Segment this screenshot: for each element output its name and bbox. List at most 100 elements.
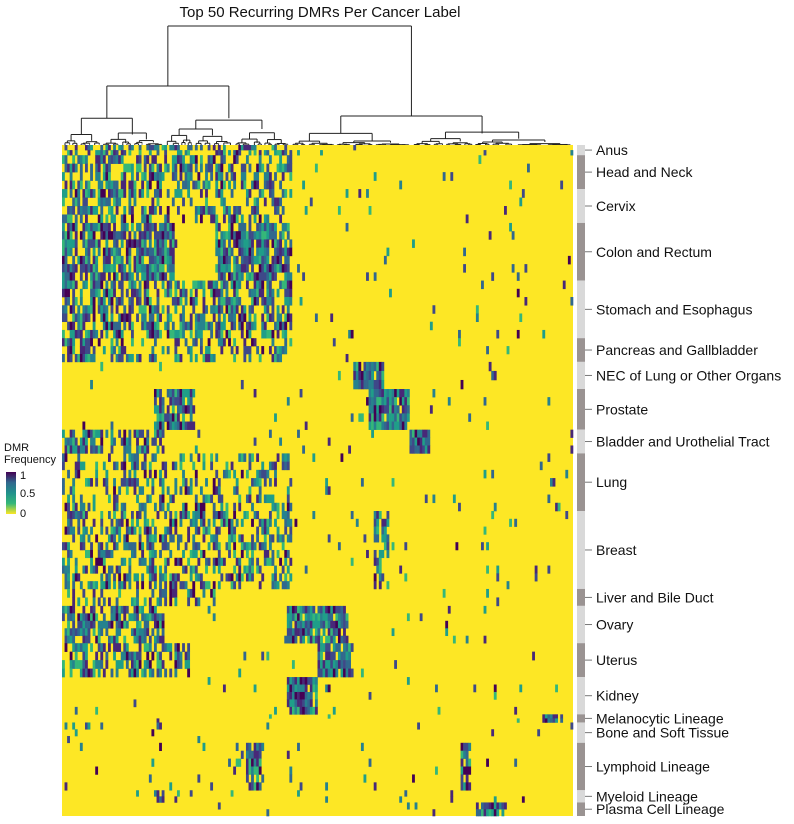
heatmap-cell bbox=[281, 511, 285, 520]
heatmap-cell bbox=[82, 421, 86, 430]
heatmap-cell bbox=[363, 379, 367, 390]
heatmap-cell bbox=[394, 397, 397, 406]
heatmap-cell bbox=[274, 264, 277, 273]
heatmap-cell bbox=[327, 605, 331, 614]
heatmap-cell bbox=[151, 573, 155, 582]
heatmap-cell bbox=[182, 549, 185, 559]
heatmap-cell bbox=[248, 272, 252, 281]
heatmap-cell bbox=[174, 239, 178, 248]
heatmap-cell bbox=[289, 239, 293, 248]
heatmap-cell bbox=[97, 247, 101, 257]
heatmap-cell bbox=[337, 613, 341, 622]
heatmap-cell bbox=[125, 534, 129, 543]
heatmap-cell bbox=[100, 297, 104, 306]
heatmap-cell bbox=[156, 189, 160, 198]
heatmap-cell bbox=[164, 534, 168, 543]
heatmap-cell bbox=[391, 389, 395, 398]
heatmap-cell bbox=[258, 255, 262, 265]
heatmap-cell bbox=[261, 231, 265, 240]
heatmap-cell bbox=[228, 758, 231, 767]
heatmap-cell bbox=[345, 651, 349, 661]
heatmap-cell bbox=[360, 379, 364, 390]
heatmap-cell bbox=[67, 272, 70, 281]
heatmap-cell bbox=[511, 264, 515, 273]
heatmap-cell bbox=[248, 782, 252, 791]
heatmap-cell bbox=[210, 155, 214, 164]
heatmap-cell bbox=[202, 453, 206, 462]
heatmap-cell bbox=[67, 549, 70, 559]
heatmap-cell bbox=[159, 613, 162, 622]
heatmap-cell bbox=[340, 453, 344, 462]
heatmap-cell bbox=[77, 180, 81, 190]
heatmap-cell bbox=[64, 231, 68, 240]
heatmap-cell bbox=[79, 494, 83, 504]
heatmap-cell bbox=[141, 581, 145, 590]
heatmap-cell bbox=[148, 305, 152, 314]
heatmap-cell bbox=[286, 272, 290, 281]
heatmap-cell bbox=[251, 272, 254, 281]
heatmap-cell bbox=[309, 699, 313, 708]
row-group-bar-segment bbox=[577, 714, 585, 723]
heatmap-cell bbox=[151, 605, 155, 614]
heatmap-cell bbox=[113, 255, 116, 265]
heatmap-cell bbox=[156, 180, 160, 190]
heatmap-cell bbox=[105, 573, 109, 582]
heatmap-cell bbox=[243, 542, 247, 551]
heatmap-cell bbox=[258, 231, 262, 240]
heatmap-cell bbox=[291, 660, 295, 669]
heatmap-cell bbox=[289, 684, 293, 693]
heatmap-cell bbox=[268, 313, 272, 323]
heatmap-cell bbox=[215, 280, 219, 290]
heatmap-cell bbox=[166, 264, 170, 273]
heatmap-cell bbox=[82, 445, 86, 454]
heatmap-cell bbox=[179, 163, 183, 173]
heatmap-cell bbox=[302, 677, 306, 685]
heatmap-cell bbox=[286, 222, 290, 232]
heatmap-cell bbox=[263, 272, 267, 281]
heatmap-cell bbox=[238, 494, 242, 504]
heatmap-cell bbox=[79, 534, 83, 543]
heatmap-cell bbox=[253, 172, 257, 181]
heatmap-cell bbox=[199, 145, 203, 151]
heatmap-cell bbox=[199, 321, 203, 331]
heatmap-cell bbox=[544, 714, 548, 719]
heatmap-cell bbox=[100, 145, 104, 151]
heatmap-cell bbox=[62, 353, 65, 363]
heatmap-cell bbox=[82, 565, 86, 574]
heatmap-cell bbox=[118, 534, 122, 543]
heatmap-cell bbox=[286, 494, 290, 504]
heatmap-cell bbox=[217, 297, 221, 306]
heatmap-cell bbox=[82, 338, 86, 347]
heatmap-cell bbox=[297, 677, 300, 685]
heatmap-cell bbox=[294, 635, 298, 644]
heatmap-cell bbox=[222, 511, 226, 520]
heatmap-cell bbox=[225, 288, 229, 298]
heatmap-cell bbox=[64, 214, 68, 224]
heatmap-cell bbox=[289, 163, 293, 173]
heatmap-cell bbox=[125, 518, 129, 527]
heatmap-cell bbox=[141, 264, 145, 273]
heatmap-cell bbox=[120, 150, 124, 156]
heatmap-cell bbox=[194, 280, 198, 290]
heatmap-cell bbox=[69, 338, 73, 347]
heatmap-cell bbox=[478, 155, 482, 164]
heatmap-cell bbox=[82, 264, 86, 273]
heatmap-cell bbox=[115, 239, 119, 248]
heatmap-cell bbox=[164, 255, 168, 265]
heatmap-cell bbox=[85, 620, 88, 629]
heatmap-cell bbox=[62, 329, 65, 339]
heatmap-cell bbox=[92, 660, 96, 669]
heatmap-cell bbox=[113, 329, 116, 339]
heatmap-cell bbox=[202, 511, 206, 520]
heatmap-cell bbox=[261, 774, 265, 783]
heatmap-cell bbox=[69, 172, 73, 181]
heatmap-cell bbox=[169, 597, 173, 607]
heatmap-cell bbox=[215, 329, 219, 339]
heatmap-cell bbox=[279, 231, 283, 240]
heatmap-row-group bbox=[62, 189, 525, 224]
heatmap-cell bbox=[97, 150, 101, 156]
heatmap-cell bbox=[123, 469, 127, 479]
heatmap-cell bbox=[130, 206, 134, 215]
heatmap-cell bbox=[159, 222, 162, 232]
heatmap-cell bbox=[87, 231, 91, 240]
